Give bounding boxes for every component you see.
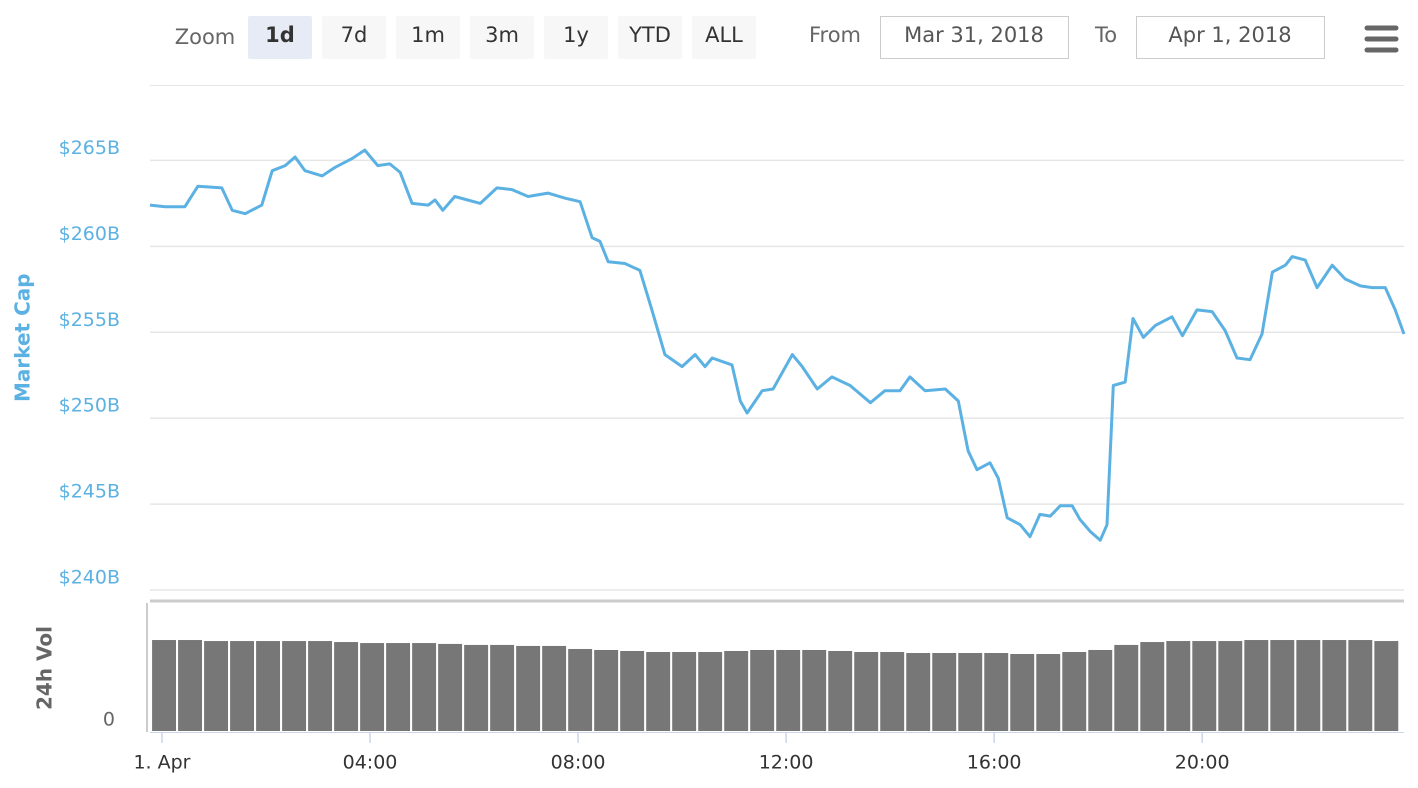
- range-selector: Zoom From Mar 31, 2018 To Apr 1, 2018 1d…: [175, 16, 1399, 59]
- volume-bar: [516, 645, 541, 731]
- zoom-button-label[interactable]: 1m: [411, 23, 445, 47]
- y-tick-label: $265B: [59, 137, 120, 159]
- menu-button[interactable]: [1364, 25, 1399, 53]
- volume-bar: [204, 641, 229, 731]
- volume-bar: [724, 650, 749, 731]
- volume-bar: [464, 644, 489, 731]
- volume-bar: [1114, 644, 1139, 731]
- volume-bar: [750, 649, 775, 731]
- volume-bar: [386, 643, 411, 731]
- to-date[interactable]: Apr 1, 2018: [1168, 23, 1291, 47]
- volume-bar: [412, 643, 437, 731]
- volume-bar: [620, 650, 645, 731]
- x-tick-label: 1. Apr: [133, 752, 190, 774]
- volume-bar: [334, 642, 359, 731]
- volume-bar: [256, 641, 281, 731]
- volume-bar: [646, 651, 671, 731]
- volume-bar: [152, 640, 177, 731]
- volume-bar: [1218, 641, 1243, 731]
- volume-bar: [1322, 640, 1347, 731]
- volume-bar: [698, 651, 723, 731]
- x-tick-label: 08:00: [551, 752, 606, 774]
- zoom-button[interactable]: [618, 16, 682, 59]
- volume-bar: [880, 651, 905, 731]
- y-axis-title: 24h Vol: [33, 626, 57, 710]
- volume-bar: [1270, 640, 1295, 731]
- volume-bar: [594, 649, 619, 731]
- zoom-button[interactable]: [396, 16, 460, 59]
- y-tick-label: 0: [103, 709, 115, 731]
- zoom-button-label[interactable]: 1d: [265, 23, 295, 47]
- volume-bar: [542, 645, 567, 731]
- to-label: To: [1094, 23, 1117, 47]
- volume-bar: [854, 651, 879, 731]
- volume-bar: [1374, 641, 1399, 731]
- volume-bar: [1192, 641, 1217, 731]
- zoom-label: Zoom: [175, 25, 236, 49]
- volume-bar: [360, 643, 385, 731]
- volume-bar: [308, 641, 333, 731]
- volume-bar: [1296, 640, 1321, 731]
- volume-bar: [1062, 651, 1087, 731]
- volume-bar: [282, 641, 307, 731]
- x-tick-label: 04:00: [343, 752, 398, 774]
- volume-bar: [1010, 654, 1035, 731]
- price-line: [149, 148, 1406, 542]
- from-date[interactable]: Mar 31, 2018: [904, 23, 1044, 47]
- volume-bar: [932, 653, 957, 731]
- y-tick-label: $260B: [59, 223, 120, 245]
- volume-bar: [230, 641, 255, 731]
- volume-bar: [438, 643, 463, 731]
- y-axis-title: Market Cap: [11, 273, 35, 402]
- y-tick-label: $250B: [59, 395, 120, 417]
- x-tick-label: 16:00: [967, 752, 1022, 774]
- zoom-button[interactable]: [692, 16, 756, 59]
- zoom-button-label[interactable]: ALL: [705, 23, 743, 47]
- volume-bar: [490, 644, 515, 731]
- volume-bar: [1348, 640, 1373, 731]
- volume-bar: [1244, 640, 1269, 731]
- volume-bar: [958, 653, 983, 731]
- y-tick-label: $245B: [59, 481, 120, 503]
- zoom-button-label[interactable]: YTD: [628, 23, 671, 47]
- zoom-button[interactable]: [248, 16, 312, 59]
- volume-bar: [1036, 654, 1061, 731]
- volume-bar: [1166, 641, 1191, 731]
- volume-bar: [828, 650, 853, 731]
- volume-bar: [802, 649, 827, 731]
- x-tick-label: 12:00: [759, 752, 814, 774]
- zoom-button-label[interactable]: 1y: [563, 23, 589, 47]
- volume-bar: [984, 653, 1009, 731]
- volume-bar: [1088, 649, 1113, 731]
- y-tick-label: $240B: [59, 567, 120, 589]
- zoom-button[interactable]: [470, 16, 534, 59]
- x-tick-label: 20:00: [1175, 752, 1230, 774]
- from-label: From: [809, 23, 861, 47]
- volume-bar: [1140, 642, 1165, 731]
- zoom-button-label[interactable]: 3m: [485, 23, 519, 47]
- zoom-button[interactable]: [544, 16, 608, 59]
- zoom-button[interactable]: [322, 16, 386, 59]
- from-input[interactable]: [880, 16, 1069, 59]
- volume-bar: [906, 653, 931, 731]
- volume-bar: [776, 649, 801, 731]
- y-tick-label: $255B: [59, 309, 120, 331]
- zoom-button-label[interactable]: 7d: [341, 23, 368, 47]
- volume-bar: [178, 640, 203, 731]
- volume-bar: [568, 648, 593, 731]
- volume-bar: [672, 651, 697, 731]
- to-input[interactable]: [1136, 16, 1325, 59]
